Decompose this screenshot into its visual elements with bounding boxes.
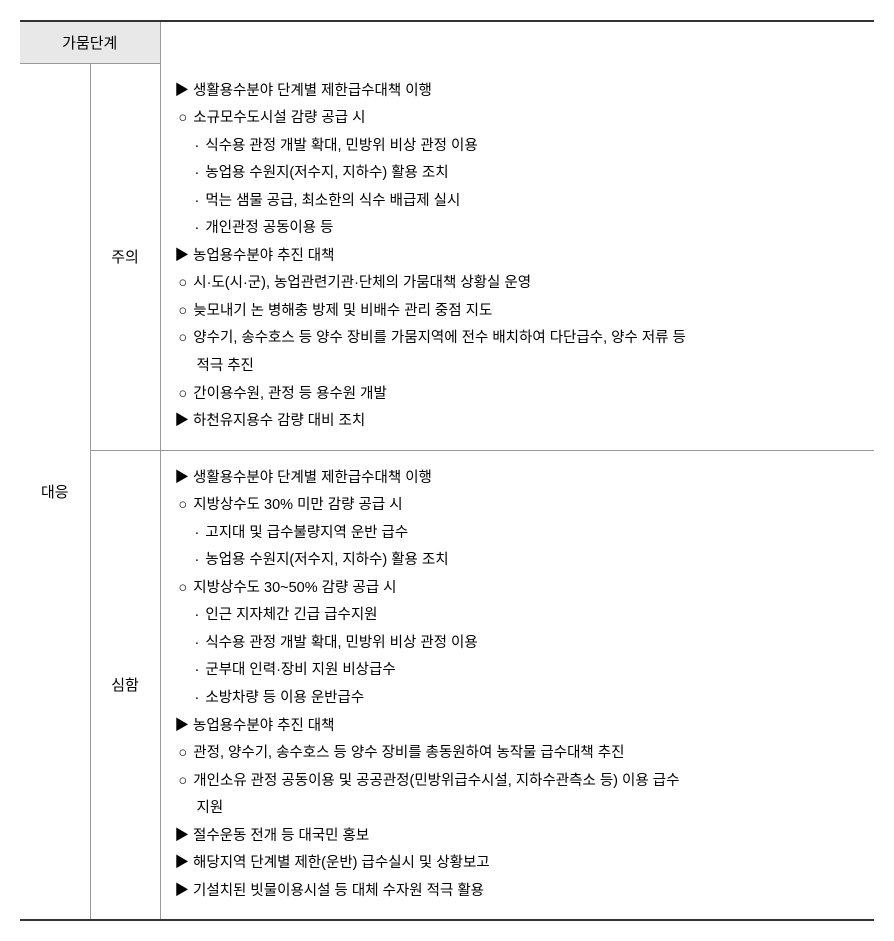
list-item: 소규모수도시설 감량 공급 시	[175, 105, 859, 133]
list-item: 생활용수분야 단계별 제한급수대책 이행	[175, 78, 859, 106]
table-row: 심함 생활용수분야 단계별 제한급수대책 이행지방상수도 30% 미만 감량 공…	[20, 450, 874, 920]
list-item: 생활용수분야 단계별 제한급수대책 이행	[175, 465, 859, 493]
content-cell-caution: 생활용수분야 단계별 제한급수대책 이행소규모수도시설 감량 공급 시식수용 관…	[160, 64, 874, 451]
content-list-caution: 생활용수분야 단계별 제한급수대책 이행소규모수도시설 감량 공급 시식수용 관…	[175, 78, 859, 436]
list-item: 농업용수분야 추진 대책	[175, 243, 859, 271]
content-cell-severe: 생활용수분야 단계별 제한급수대책 이행지방상수도 30% 미만 감량 공급 시…	[160, 450, 874, 920]
list-item: 식수용 관정 개발 확대, 민방위 비상 관정 이용	[175, 133, 859, 161]
list-item: 군부대 인력·장비 지원 비상급수	[175, 657, 859, 685]
content-list-severe: 생활용수분야 단계별 제한급수대책 이행지방상수도 30% 미만 감량 공급 시…	[175, 465, 859, 906]
list-item: 늦모내기 논 병해충 방제 및 비배수 관리 중점 지도	[175, 298, 859, 326]
list-item: 해당지역 단계별 제한(운반) 급수실시 및 상황보고	[175, 850, 859, 878]
table-body: 대응 주의 생활용수분야 단계별 제한급수대책 이행소규모수도시설 감량 공급 …	[20, 64, 874, 921]
header-stage-col: 가뭄단계	[20, 21, 160, 64]
table-row: 대응 주의 생활용수분야 단계별 제한급수대책 이행소규모수도시설 감량 공급 …	[20, 64, 874, 451]
list-item: 지원	[175, 795, 859, 823]
list-item: 지방상수도 30~50% 감량 공급 시	[175, 575, 859, 603]
list-item: 양수기, 송수호스 등 양수 장비를 가뭄지역에 전수 배치하여 다단급수, 양…	[175, 325, 859, 353]
list-item: 농업용수분야 추진 대책	[175, 713, 859, 741]
list-item: 적극 추진	[175, 353, 859, 381]
list-item: 시·도(시·군), 농업관련기관·단체의 가뭄대책 상황실 운영	[175, 270, 859, 298]
list-item: 인근 지자체간 긴급 급수지원	[175, 602, 859, 630]
level-cell-severe: 심함	[90, 450, 160, 920]
list-item: 관정, 양수기, 송수호스 등 양수 장비를 총동원하여 농작물 급수대책 추진	[175, 740, 859, 768]
list-item: 소방차량 등 이용 운반급수	[175, 685, 859, 713]
list-item: 간이용수원, 관정 등 용수원 개발	[175, 381, 859, 409]
list-item: 먹는 샘물 공급, 최소한의 식수 배급제 실시	[175, 188, 859, 216]
list-item: 개인관정 공동이용 등	[175, 215, 859, 243]
drought-measures-table: 가뭄단계 지자체 조치사항 대응 주의 생활용수분야 단계별 제한급수대책 이행…	[20, 20, 874, 921]
list-item: 절수운동 전개 등 대국민 홍보	[175, 823, 859, 851]
list-item: 농업용 수원지(저수지, 지하수) 활용 조치	[175, 547, 859, 575]
list-item: 식수용 관정 개발 확대, 민방위 비상 관정 이용	[175, 630, 859, 658]
list-item: 고지대 및 급수불량지역 운반 급수	[175, 520, 859, 548]
list-item: 기설치된 빗물이용시설 등 대체 수자원 적극 활용	[175, 878, 859, 906]
list-item: 지방상수도 30% 미만 감량 공급 시	[175, 492, 859, 520]
list-item: 개인소유 관정 공동이용 및 공공관정(민방위급수시설, 지하수관측소 등) 이…	[175, 768, 859, 796]
table-header-row: 가뭄단계 지자체 조치사항	[20, 21, 874, 64]
stage-cell: 대응	[20, 64, 90, 921]
level-cell-caution: 주의	[90, 64, 160, 451]
list-item: 농업용 수원지(저수지, 지하수) 활용 조치	[175, 160, 859, 188]
list-item: 하천유지용수 감량 대비 조치	[175, 408, 859, 436]
